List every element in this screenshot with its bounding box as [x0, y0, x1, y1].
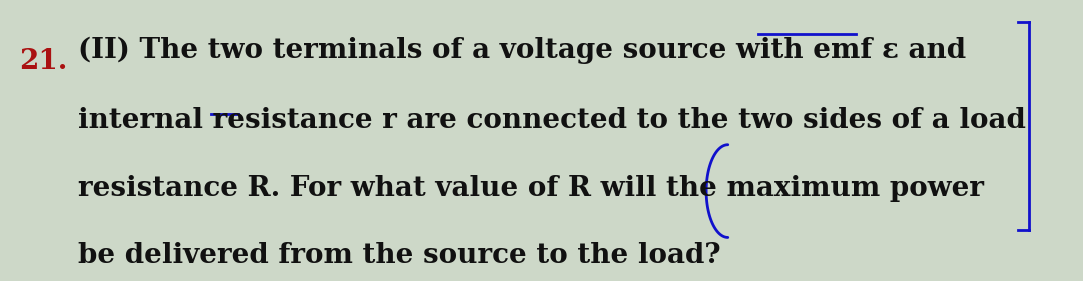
Text: 21.: 21.	[19, 48, 68, 75]
Text: internal resistance r are connected to the two sides of a load: internal resistance r are connected to t…	[78, 107, 1026, 134]
Text: resistance R. For what value of R will the maximum power: resistance R. For what value of R will t…	[78, 175, 984, 202]
Text: be delivered from the source to the load?: be delivered from the source to the load…	[78, 242, 720, 269]
Text: (II) The two terminals of a voltage source with emf ε and: (II) The two terminals of a voltage sour…	[78, 37, 966, 64]
